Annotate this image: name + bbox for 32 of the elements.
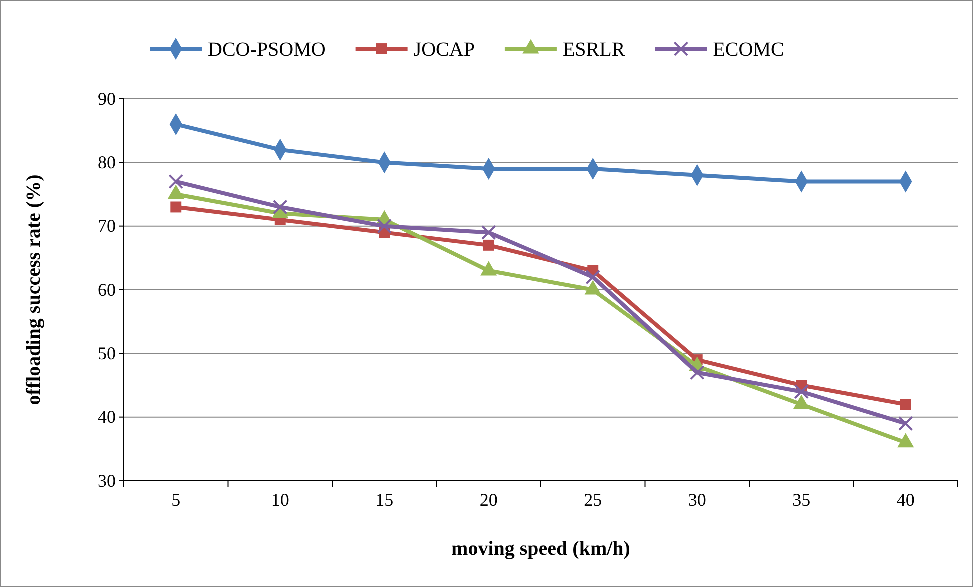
y-tick-label: 90	[98, 88, 116, 109]
y-tick-label: 50	[98, 343, 116, 364]
x-tick-label: 20	[480, 490, 498, 510]
x-tick-label: 35	[792, 490, 811, 510]
x-axis-title: moving speed (km/h)	[452, 538, 630, 560]
y-tick-label: 80	[98, 152, 116, 172]
point	[481, 225, 496, 240]
x-tick-label: 25	[584, 490, 602, 510]
legend-label: JOCAP	[414, 39, 475, 61]
point	[900, 399, 912, 410]
x-tick-label: 40	[896, 490, 915, 510]
x-tick-label: 10	[271, 490, 290, 510]
legend-label: ESRLR	[562, 39, 626, 61]
x-tick-label: 5	[172, 490, 181, 510]
y-tick-label: 70	[98, 216, 116, 236]
point	[272, 200, 288, 215]
x-tick-label: 30	[688, 490, 706, 510]
point	[483, 240, 494, 251]
point	[168, 174, 184, 190]
y-axis-title: offloading success rate (%)	[23, 174, 45, 406]
y-tick-label: 60	[98, 280, 116, 300]
x-tick-label: 15	[376, 490, 394, 510]
point	[586, 270, 601, 285]
point	[898, 416, 914, 432]
point	[170, 202, 182, 213]
point	[377, 218, 392, 234]
y-tick-label: 30	[98, 470, 116, 491]
legend-label: DCO-PSOMO	[208, 39, 326, 61]
legend-label: ECOMC	[713, 39, 784, 61]
point	[690, 365, 705, 380]
point	[794, 384, 810, 400]
y-tick-label: 40	[98, 407, 116, 428]
